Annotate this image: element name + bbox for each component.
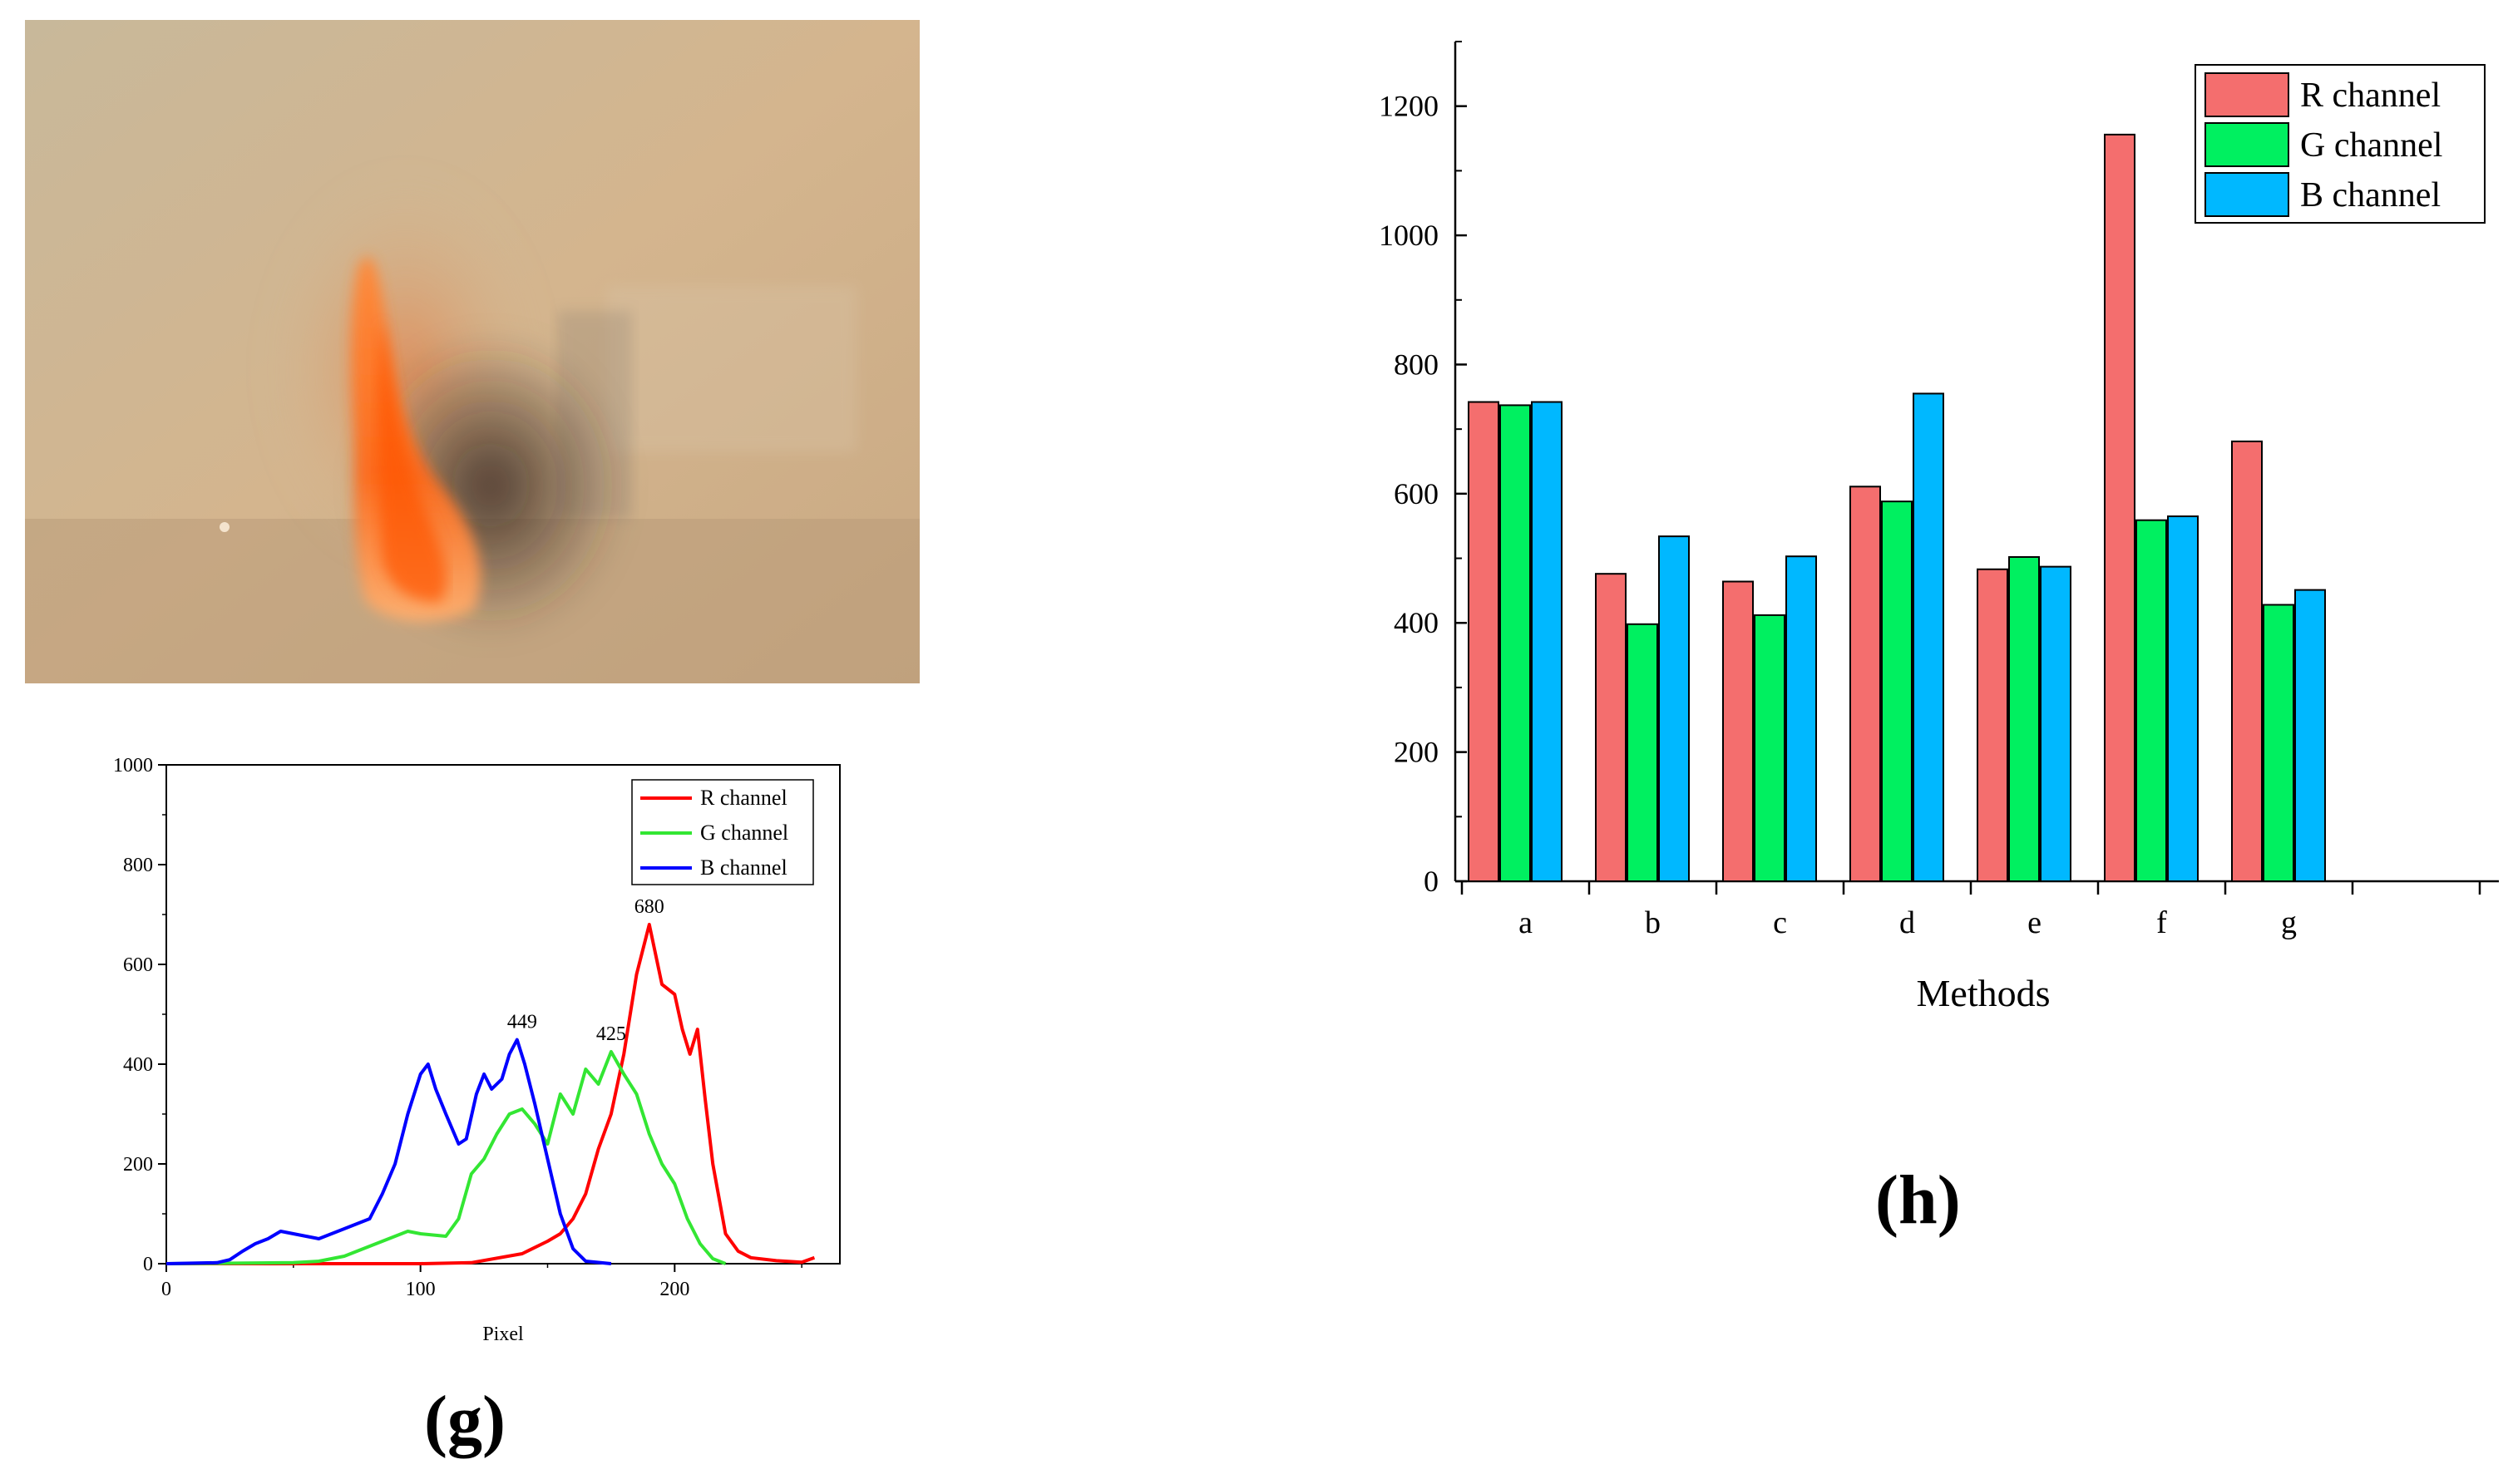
bar-axes: 0 200 400 600 800 1000 1200 a b c d e f g Methods <box>1379 41 2499 1014</box>
bar-b-r <box>1595 573 1627 883</box>
histogram-x-tick-label: 100 <box>406 1279 436 1300</box>
histogram-lines <box>165 923 816 1265</box>
bar-d-b <box>1913 392 1944 882</box>
bar-y-tick-label: 400 <box>1394 606 1439 639</box>
bar-x-tick-label: b <box>1645 905 1661 940</box>
bar-a-b <box>1531 401 1563 882</box>
bar-x-axis-label: Methods <box>1917 972 2051 1014</box>
histogram-x-tick-label: 200 <box>659 1279 689 1300</box>
bar-x-tick-label: d <box>1899 905 1915 940</box>
histogram-legend-label: B channel <box>700 855 787 880</box>
histogram-y-tick-label: 200 <box>123 1154 153 1176</box>
bar-legend-swatch <box>2204 72 2289 117</box>
panel-label-h: (h) <box>1875 1161 1961 1239</box>
histogram-peak-annotation: 680 <box>634 896 664 918</box>
bar-g-g <box>2263 604 2294 882</box>
histogram-y-tick-label: 600 <box>123 954 153 976</box>
bar-y-tick-label: 200 <box>1394 736 1439 769</box>
bar-x-tick-label: e <box>2027 905 2042 940</box>
bar-y-tick-label: 1200 <box>1379 90 1439 123</box>
bar-legend-swatch <box>2204 172 2289 217</box>
histogram-y-tick-label: 1000 <box>113 755 153 777</box>
bar-b-b <box>1658 535 1690 882</box>
histogram-series-g <box>165 1050 727 1265</box>
bar-c-r <box>1722 580 1754 882</box>
flame-photo <box>25 20 920 683</box>
bar-b-g <box>1627 623 1658 882</box>
bar-y-tick-label: 800 <box>1394 348 1439 381</box>
bar-e-r <box>1977 568 2008 882</box>
bar-bars <box>1468 133 2326 883</box>
bar-e-g <box>2008 555 2040 882</box>
panel-label-g: (g) <box>424 1382 506 1459</box>
bar-d-g <box>1881 500 1913 883</box>
bar-a-g <box>1499 404 1531 882</box>
histogram-series-r <box>166 923 816 1265</box>
bar-x-tick-label: c <box>1773 905 1787 940</box>
bar-legend-label: B channel <box>2300 176 2441 214</box>
histogram-y-tick-label: 400 <box>123 1054 153 1076</box>
bar-f-b <box>2167 515 2199 882</box>
histogram-axes: 0 200 400 600 800 1000 0 100 200 Pixel <box>113 755 841 1345</box>
bar-x-tick-label: g <box>2281 905 2297 940</box>
histogram-peak-annotation: 425 <box>596 1023 626 1045</box>
histogram-legend-label: G channel <box>700 821 788 845</box>
histogram-legend-label: R channel <box>700 786 787 810</box>
bar-e-b <box>2040 565 2071 883</box>
bar-f-g <box>2135 519 2167 882</box>
bar-x-tick-label: f <box>2156 905 2167 940</box>
bar-a-r <box>1468 401 1499 882</box>
bar-legend: R channel G channel B channel <box>2195 64 2486 224</box>
histogram-annotations: 680 449 425 <box>507 896 664 1045</box>
bar-c-g <box>1754 614 1785 883</box>
bar-g-b <box>2294 589 2326 882</box>
histogram-y-tick-label: 800 <box>123 855 153 876</box>
bar-y-tick-label: 600 <box>1394 477 1439 510</box>
histogram-legend: R channel G channel B channel <box>631 779 814 885</box>
bar-y-tick-label: 1000 <box>1379 219 1439 252</box>
bar-legend-label: G channel <box>2300 126 2442 165</box>
histogram-y-tick-label: 0 <box>143 1254 153 1275</box>
bar-c-b <box>1785 555 1817 882</box>
bar-f-r <box>2104 133 2135 882</box>
histogram-x-axis-label: Pixel <box>482 1324 524 1345</box>
bar-legend-label: R channel <box>2300 76 2441 115</box>
bar-d-r <box>1849 486 1881 882</box>
histogram-x-tick-label: 0 <box>161 1279 171 1300</box>
histogram-series-b <box>165 1038 612 1265</box>
bar-g-r <box>2231 440 2263 882</box>
bar-x-tick-label: a <box>1518 905 1533 940</box>
histogram-peak-annotation: 449 <box>507 1012 537 1033</box>
bar-legend-swatch <box>2204 122 2289 167</box>
bar-y-tick-label: 0 <box>1424 865 1439 898</box>
